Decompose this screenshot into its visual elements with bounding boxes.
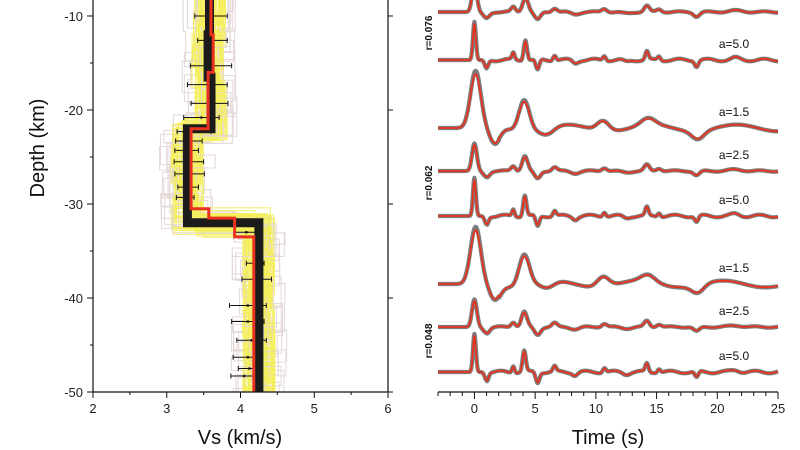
right-x-tick-label: 0	[471, 401, 478, 416]
predicted-waveform	[437, 144, 779, 179]
left-x-tick-label: 4	[237, 401, 244, 416]
group-label-r0076: r=0.076	[424, 15, 435, 50]
error-bar-center	[250, 338, 253, 342]
left-y-axis-title: Depth (km)	[27, 99, 49, 198]
trace-label: a=5.0	[719, 193, 750, 207]
error-bar-center	[245, 230, 248, 234]
left-y-tick-label: -40	[64, 291, 83, 306]
trace-label: a=2.5	[719, 148, 750, 162]
waveform-panel: a=2.5 a=5.0 a=1.5 a=2.5 a=5.0 a=1.5 a=2.5 a=5.0…	[424, 0, 785, 449]
average-model-line	[182, 0, 264, 392]
trace-label: a=2.5	[719, 0, 750, 3]
predicted-waveform	[437, 23, 779, 70]
left-x-tick-label: 2	[89, 401, 96, 416]
left-y-tick-label: -30	[64, 197, 83, 212]
right-x-axis-title: Time (s)	[572, 427, 645, 449]
right-x-tick-label: 10	[589, 401, 603, 416]
left-y-tick-label: -10	[64, 9, 83, 24]
group-label-r0048: r=0.048	[424, 323, 435, 358]
predicted-waveform	[437, 73, 779, 144]
predicted-waveform	[437, 229, 779, 300]
predicted-waveform	[437, 179, 779, 227]
trace-label: a=1.5	[719, 105, 750, 119]
right-x-tick-label: 25	[771, 401, 785, 416]
left-x-tick-label: 5	[311, 401, 318, 416]
error-bar-center	[242, 374, 246, 378]
right-axes: 0 5 10 15 20 25	[437, 391, 785, 416]
trace-label: a=5.0	[719, 349, 750, 363]
error-bar-center	[246, 355, 250, 359]
trace-label: a=2.5	[719, 304, 750, 318]
right-x-tick-label: 15	[649, 401, 663, 416]
model-ensemble	[158, 0, 288, 393]
left-y-tick-label: -50	[64, 385, 83, 400]
true-model-line	[189, 0, 256, 392]
left-axes: 2 3 4 5 6 -10 -20 -30 -40 -50	[64, 0, 393, 416]
right-x-tick-label: 5	[532, 401, 539, 416]
trace-label: a=1.5	[719, 261, 750, 275]
right-x-tick-label: 20	[710, 401, 724, 416]
error-bar-center	[248, 367, 251, 370]
waveform-traces: a=2.5 a=5.0 a=1.5 a=2.5 a=5.0 a=1.5 a=2.5 a=5.0	[436, 0, 780, 386]
group-label-r0062: r=0.062	[424, 165, 435, 200]
predicted-waveform	[437, 0, 779, 20]
error-bar-center	[200, 116, 203, 119]
left-x-axis-title: Vs (km/s)	[198, 427, 282, 449]
velocity-model-panel: 2 3 4 5 6 -10 -20 -30 -40 -50 Vs (km/s) Depth (km…	[27, 0, 393, 449]
left-y-tick-label: -20	[64, 103, 83, 118]
error-bar-center	[246, 304, 250, 307]
predicted-waveform	[437, 300, 779, 336]
error-bar-center	[246, 320, 250, 323]
left-x-tick-label: 3	[163, 401, 170, 416]
predicted-waveform	[437, 335, 779, 384]
trace-label: a=5.0	[719, 37, 750, 51]
left-x-tick-label: 6	[384, 401, 391, 416]
